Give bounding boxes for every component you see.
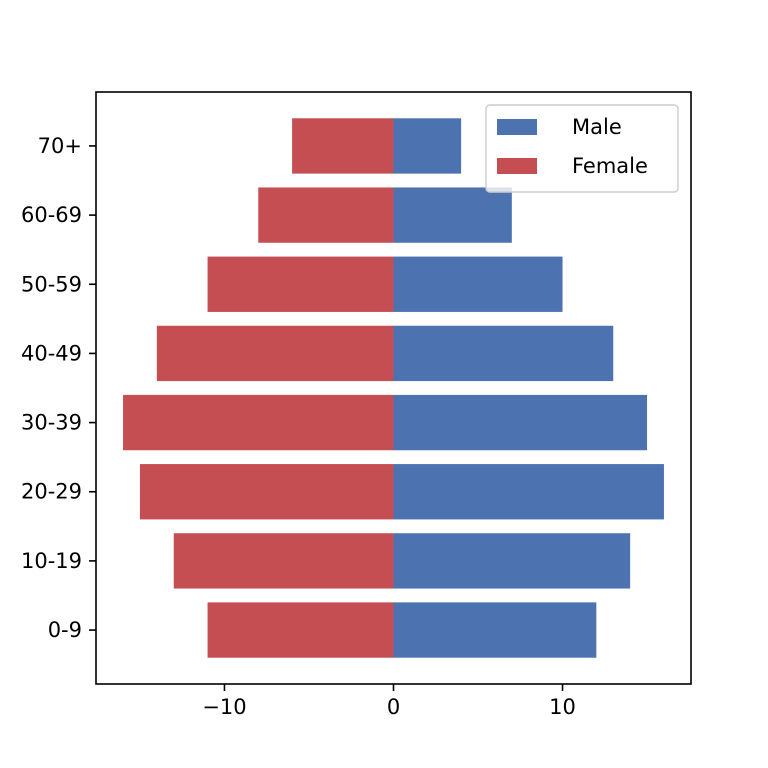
x-tick-label: 0 (387, 695, 400, 719)
bar-male-60-69 (393, 187, 512, 243)
bar-female-30-39 (123, 394, 394, 451)
bar-female-0-9 (207, 602, 394, 658)
bar-male-40-49 (393, 325, 614, 382)
y-tick-label: 0-9 (48, 618, 82, 642)
axes-layer: 0-9 10-19 20-29 30-39 40-49 50-59 60-69 70+ −10 0… (21, 91, 692, 719)
bar-male-10-19 (393, 533, 631, 589)
bar-female-20-29 (139, 464, 394, 520)
bar-male-0-9 (393, 602, 597, 658)
x-tick-label: −10 (202, 695, 246, 719)
bar-male-30-39 (393, 394, 648, 451)
bars-layer (123, 118, 664, 658)
bar-male-50-59 (393, 256, 563, 312)
bar-female-40-49 (156, 325, 394, 382)
y-tick-label: 10-19 (21, 549, 82, 573)
legend-swatch-female (497, 158, 537, 174)
legend: Male Female (485, 104, 679, 193)
bar-female-10-19 (173, 533, 394, 589)
bar-female-60-69 (258, 187, 394, 243)
y-tick-label: 50-59 (21, 272, 82, 296)
legend-swatch-male (497, 119, 537, 135)
y-tick-label: 60-69 (21, 203, 82, 227)
bar-female-50-59 (207, 256, 394, 312)
y-tick-label: 40-49 (21, 341, 82, 365)
legend-label-male: Male (572, 115, 622, 139)
bar-male-70+ (393, 118, 462, 174)
y-tick-label: 20-29 (21, 480, 82, 504)
legend-label-female: Female (572, 154, 648, 178)
x-tick-label: 10 (549, 695, 576, 719)
y-tick-label: 30-39 (21, 411, 82, 435)
bar-female-70+ (292, 118, 394, 174)
bar-male-20-29 (393, 464, 664, 520)
y-tick-label: 70+ (38, 134, 82, 158)
